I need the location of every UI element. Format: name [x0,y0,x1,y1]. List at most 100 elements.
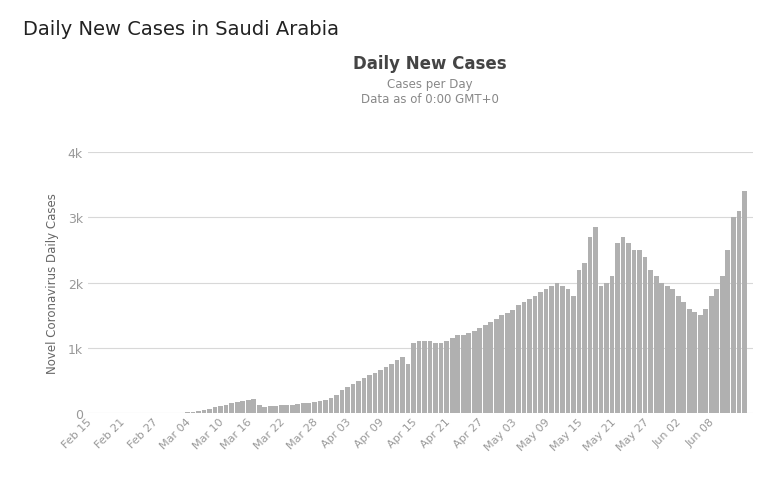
Bar [693,313,697,413]
Bar [329,398,333,413]
Bar [223,405,229,413]
Bar [230,404,234,413]
Bar [714,290,719,413]
Bar [505,313,510,413]
Bar [466,333,471,413]
Bar [246,400,250,413]
Bar [372,373,377,413]
Text: Cases per Day: Cases per Day [387,78,473,91]
Bar [257,405,262,413]
Bar [549,286,554,413]
Bar [339,391,344,413]
Bar [202,410,207,413]
Bar [417,342,422,413]
Bar [538,293,543,413]
Bar [709,296,713,413]
Bar [516,306,521,413]
Bar [323,400,328,413]
Bar [284,405,289,413]
Bar [306,403,311,413]
Text: Daily New Cases in Saudi Arabia: Daily New Cases in Saudi Arabia [23,20,339,39]
Bar [532,296,538,413]
Bar [478,329,482,413]
Bar [384,368,389,413]
Bar [565,290,571,413]
Bar [577,270,581,413]
Bar [406,365,410,413]
Bar [367,376,372,413]
Bar [290,405,295,413]
Bar [527,299,531,413]
Bar [197,411,201,413]
Bar [362,378,366,413]
Bar [632,250,637,413]
Bar [660,283,664,413]
Bar [351,384,356,413]
Bar [273,406,278,413]
Bar [648,270,653,413]
Bar [670,290,675,413]
Bar [544,290,548,413]
Bar [461,335,465,413]
Bar [654,277,658,413]
Bar [521,303,526,413]
Bar [450,339,455,413]
Bar [511,311,515,413]
Y-axis label: Novel Coronavirus Daily Cases: Novel Coronavirus Daily Cases [46,193,59,373]
Bar [621,237,625,413]
Bar [720,277,725,413]
Bar [560,286,564,413]
Bar [279,405,283,413]
Bar [643,257,647,413]
Bar [334,395,339,413]
Bar [698,316,703,413]
Bar [726,250,730,413]
Text: Data as of 0:00 GMT+0: Data as of 0:00 GMT+0 [361,93,499,106]
Bar [296,404,300,413]
Bar [411,344,416,413]
Bar [207,409,212,413]
Bar [433,344,438,413]
Bar [345,387,349,413]
Bar [588,237,592,413]
Bar [494,319,498,413]
Bar [554,283,559,413]
Bar [681,303,686,413]
Bar [235,402,240,413]
Bar [400,357,405,413]
Bar [317,401,323,413]
Bar [268,406,273,413]
Bar [389,364,394,413]
Bar [676,296,680,413]
Bar [185,412,190,413]
Bar [356,381,361,413]
Bar [395,361,399,413]
Bar [703,309,708,413]
Bar [604,283,609,413]
Bar [190,412,195,413]
Bar [218,406,223,413]
Bar [599,286,604,413]
Bar [582,264,587,413]
Bar [213,407,217,413]
Bar [422,342,427,413]
Bar [665,286,670,413]
Bar [439,344,443,413]
Bar [251,400,256,413]
Bar [445,342,449,413]
Bar [378,370,383,413]
Bar [488,322,493,413]
Bar [610,277,614,413]
Bar [593,227,598,413]
Bar [472,331,477,413]
Bar [615,244,620,413]
Bar [731,218,736,413]
Bar [637,250,642,413]
Bar [312,402,316,413]
Bar [240,401,245,413]
Text: Daily New Cases: Daily New Cases [353,55,507,73]
Bar [483,326,488,413]
Bar [626,244,631,413]
Bar [301,404,306,413]
Bar [455,335,460,413]
